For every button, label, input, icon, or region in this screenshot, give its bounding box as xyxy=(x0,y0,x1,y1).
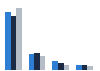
Bar xyxy=(64,65,69,70)
Bar xyxy=(34,53,40,70)
Bar xyxy=(58,63,64,70)
Bar xyxy=(87,66,93,70)
Bar xyxy=(11,16,16,70)
Bar xyxy=(5,12,11,70)
Bar xyxy=(29,54,34,70)
Bar xyxy=(52,61,58,70)
Bar xyxy=(40,56,46,70)
Bar xyxy=(76,65,82,70)
Bar xyxy=(16,8,22,70)
Bar xyxy=(82,65,87,70)
